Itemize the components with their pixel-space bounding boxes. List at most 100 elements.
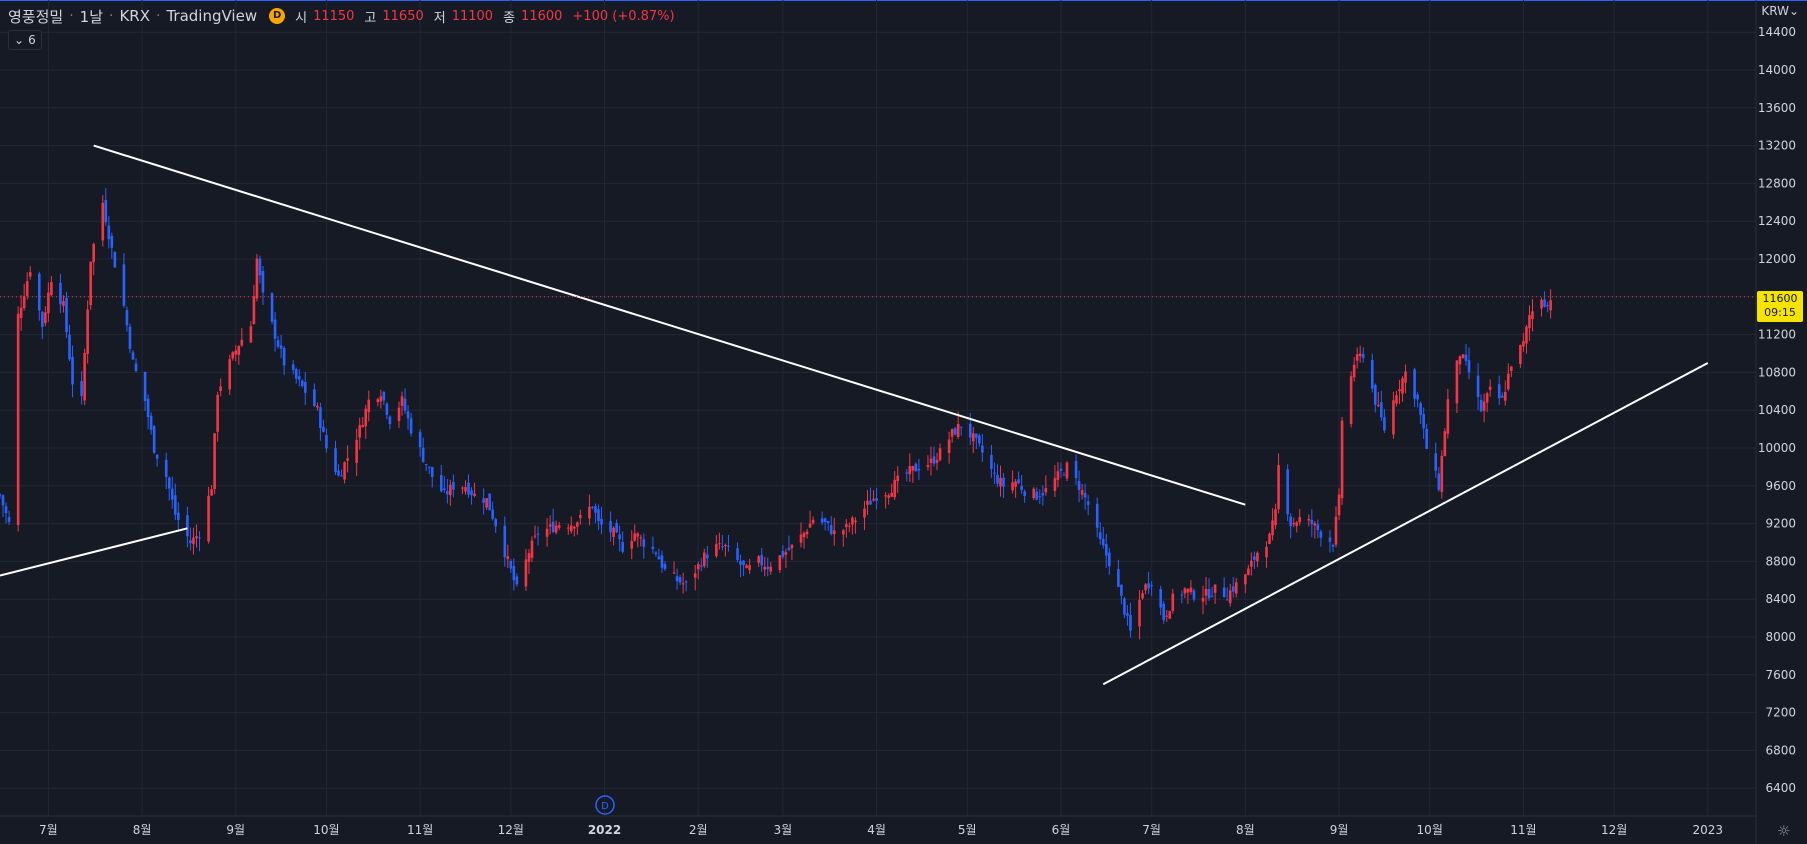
- currency-selector[interactable]: KRW⌄: [1761, 4, 1799, 18]
- candle: [975, 433, 978, 450]
- interval-label[interactable]: 1날: [79, 7, 103, 26]
- candle: [621, 531, 624, 554]
- low-value: 11100: [451, 8, 494, 24]
- candle: [1392, 391, 1395, 439]
- candle: [533, 525, 537, 539]
- trendline-support-rising: [1102, 362, 1709, 686]
- candle: [231, 351, 235, 361]
- candle: [1437, 467, 1441, 492]
- candle: [62, 295, 65, 313]
- candle: [234, 345, 238, 362]
- candle: [778, 554, 782, 573]
- candle: [657, 548, 661, 560]
- candle: [1098, 522, 1102, 545]
- candle: [1189, 580, 1193, 595]
- candle: [863, 500, 866, 530]
- candle: [1234, 577, 1238, 598]
- gear-icon[interactable]: ☼: [1777, 822, 1791, 840]
- candle: [152, 425, 156, 454]
- x-tick-label: 8월: [1236, 823, 1255, 837]
- candle: [192, 527, 195, 555]
- candle: [503, 516, 507, 567]
- symbol-name[interactable]: 영풍정밀: [8, 7, 64, 26]
- candle: [303, 372, 307, 405]
- y-tick-label: 8400: [1765, 592, 1796, 606]
- candle: [291, 360, 295, 375]
- candle: [1319, 529, 1323, 547]
- last-price-tag: 11600 09:15: [1757, 291, 1803, 322]
- candle: [1108, 548, 1111, 575]
- candle: [273, 311, 277, 352]
- candle: [654, 550, 658, 557]
- candle: [990, 444, 993, 478]
- candle: [1355, 347, 1359, 369]
- candle: [917, 458, 921, 480]
- candle: [630, 530, 634, 560]
- candle: [228, 354, 232, 395]
- indicator-count: 6: [28, 33, 36, 47]
- candle: [1467, 347, 1471, 380]
- high-value: 11650: [382, 8, 424, 24]
- candle: [896, 466, 900, 494]
- y-tick-label: 6800: [1765, 743, 1796, 757]
- candle: [473, 482, 476, 498]
- candle: [219, 378, 222, 397]
- market-status-badge[interactable]: D: [269, 8, 286, 24]
- candle: [134, 358, 138, 373]
- candle: [403, 388, 407, 414]
- candle: [1120, 584, 1123, 605]
- candle: [364, 404, 368, 439]
- dividend-marker[interactable]: D: [595, 795, 615, 815]
- candle: [41, 310, 44, 340]
- candle: [198, 531, 201, 552]
- candle: [1095, 497, 1099, 538]
- candle: [7, 510, 11, 525]
- candle: [866, 490, 869, 515]
- x-tick-label: 2022: [588, 823, 621, 837]
- candle: [530, 536, 534, 563]
- candle: [1180, 590, 1184, 604]
- candle: [696, 561, 700, 580]
- candle: [1340, 416, 1344, 506]
- candle: [715, 534, 718, 558]
- candle: [1374, 383, 1377, 413]
- candle: [1077, 470, 1081, 503]
- candle: [1265, 541, 1268, 568]
- candle: [1271, 508, 1274, 541]
- indicator-toggle-button[interactable]: ⌄ 6: [8, 30, 42, 50]
- candle: [1231, 576, 1235, 598]
- candle: [1485, 391, 1489, 413]
- candle: [1349, 371, 1353, 428]
- candle: [16, 306, 20, 532]
- candle: [1455, 360, 1459, 414]
- candle: [718, 532, 721, 550]
- candle: [1331, 543, 1335, 553]
- x-tick-label: 4월: [867, 823, 886, 837]
- x-tick-label: 2월: [689, 823, 708, 837]
- countdown-time: 09:15: [1764, 306, 1796, 319]
- candle: [551, 508, 555, 534]
- candle: [367, 390, 371, 422]
- candle: [1117, 559, 1120, 588]
- candle: [1404, 364, 1407, 394]
- candle: [932, 446, 936, 467]
- candle: [270, 292, 274, 325]
- candle: [1416, 392, 1419, 408]
- axes: 6400 6800 7200 7600 8000 8400 8800 9200 9600 1000…: [39, 25, 1796, 837]
- candle: [80, 371, 83, 405]
- candle: [297, 369, 301, 387]
- candle: [1035, 487, 1039, 501]
- x-tick-label: 12월: [498, 823, 524, 837]
- candle: [1310, 509, 1314, 538]
- candle: [569, 516, 573, 534]
- y-tick-label: 10000: [1758, 441, 1796, 455]
- candle: [1186, 588, 1190, 605]
- candle: [482, 488, 485, 515]
- candle: [636, 531, 640, 548]
- candle: [1, 494, 5, 517]
- candle: [1159, 585, 1162, 616]
- candle: [660, 550, 664, 573]
- x-tick-label: 7월: [1142, 823, 1161, 837]
- candle: [938, 443, 942, 462]
